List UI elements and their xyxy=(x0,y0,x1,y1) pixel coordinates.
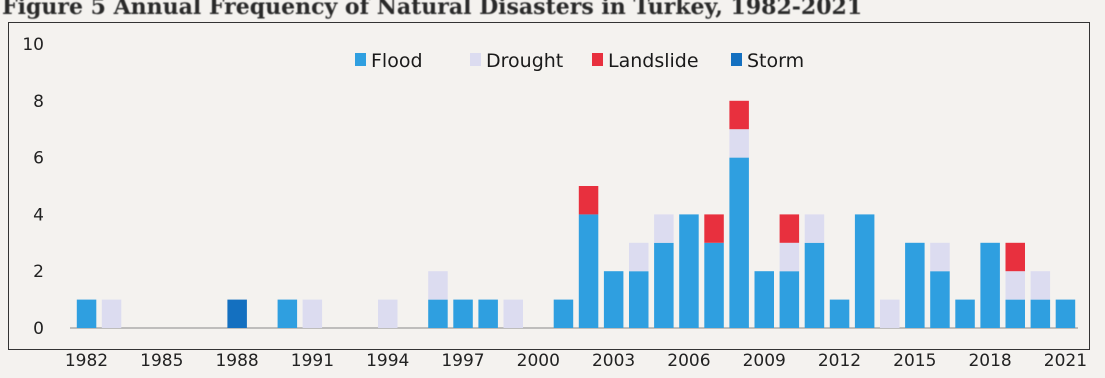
bar-segment-flood-2004 xyxy=(629,271,649,328)
bar-segment-landslide-2019 xyxy=(1005,242,1025,272)
bar-segment-flood-2013 xyxy=(854,214,875,328)
bar-segment-flood-2020 xyxy=(1030,299,1051,328)
bar-segment-flood-2009 xyxy=(754,271,774,328)
x-tick-label: 1991 xyxy=(291,351,334,371)
bar-segment-drought-1983 xyxy=(101,299,122,328)
x-tick-label: 2000 xyxy=(517,351,560,371)
bar-segment-drought-1999 xyxy=(503,299,523,328)
bar-segment-drought-1996 xyxy=(428,271,448,300)
bar-segment-flood-1998 xyxy=(478,299,498,328)
bar-segment-flood-2008 xyxy=(729,157,749,328)
bar-segment-landslide-2010 xyxy=(779,214,800,243)
x-tick-label: 1997 xyxy=(441,351,484,371)
bar-segment-flood-2001 xyxy=(553,299,574,328)
bar-segment-flood-2012 xyxy=(829,299,850,328)
bar-segment-flood-1982 xyxy=(76,299,97,328)
bar-segment-drought-2016 xyxy=(930,242,950,272)
y-tick-label: 6 xyxy=(33,149,44,169)
x-tick-label: 1994 xyxy=(366,351,409,371)
bar-segment-landslide-2007 xyxy=(704,214,724,243)
bar-segment-flood-1990 xyxy=(277,299,298,328)
bar-segment-drought-2008 xyxy=(729,129,749,158)
bar-segment-landslide-2008 xyxy=(729,100,749,130)
bar-segment-flood-2017 xyxy=(955,299,975,328)
bar-segment-flood-2019 xyxy=(1005,299,1025,328)
bar-segment-storm-1988 xyxy=(227,299,247,328)
bar-segment-flood-2010 xyxy=(779,271,800,328)
bar-segment-flood-1996 xyxy=(428,299,448,328)
bar-segment-drought-2020 xyxy=(1030,271,1051,300)
legend-swatch-drought xyxy=(470,53,481,66)
x-tick-label: 2012 xyxy=(818,351,861,371)
bar-segment-drought-2004 xyxy=(629,242,649,272)
legend-label-drought: Drought xyxy=(486,50,563,72)
y-tick-label: 0 xyxy=(33,319,44,339)
x-tick-label: 2015 xyxy=(893,351,936,371)
bar-segment-landslide-2002 xyxy=(578,186,599,215)
legend-label-storm: Storm xyxy=(747,50,804,72)
bar-segment-flood-2018 xyxy=(980,242,1000,328)
x-tick-label: 1988 xyxy=(215,351,258,371)
bar-segment-drought-2019 xyxy=(1005,271,1025,300)
x-tick-label: 2006 xyxy=(667,351,710,371)
x-tick-label: 2021 xyxy=(1044,351,1087,371)
figure-caption: Figure 5 Annual Frequency of Natural Dis… xyxy=(2,0,863,20)
bar-segment-flood-2006 xyxy=(679,214,699,328)
legend-label-flood: Flood xyxy=(371,50,423,72)
bar-segment-flood-2002 xyxy=(578,214,599,328)
y-tick-label: 2 xyxy=(33,262,44,282)
bar-segment-drought-2011 xyxy=(804,214,825,243)
bar-segment-flood-1997 xyxy=(453,299,473,328)
legend-label-landslide: Landslide xyxy=(608,50,699,72)
x-tick-label: 2018 xyxy=(968,351,1011,371)
legend-swatch-landslide xyxy=(592,53,603,66)
x-tick-label: 1985 xyxy=(140,351,183,371)
y-tick-label: 10 xyxy=(22,35,44,55)
bar-segment-flood-2021 xyxy=(1055,299,1076,328)
x-tick-label: 2003 xyxy=(592,351,635,371)
bar-segment-drought-1991 xyxy=(302,299,323,328)
bar-segment-flood-2007 xyxy=(704,242,724,328)
y-tick-label: 8 xyxy=(33,92,44,112)
x-tick-label: 2009 xyxy=(743,351,786,371)
bar-segment-flood-2003 xyxy=(603,271,624,328)
bar-segment-drought-2010 xyxy=(779,242,800,272)
x-tick-label: 1982 xyxy=(65,351,108,371)
bar-segment-drought-1994 xyxy=(378,299,398,328)
bar-segment-flood-2005 xyxy=(654,242,674,328)
legend-swatch-storm xyxy=(731,53,742,66)
legend-swatch-flood xyxy=(355,53,366,66)
y-tick-label: 4 xyxy=(33,205,44,225)
bar-segment-flood-2015 xyxy=(905,242,925,328)
chart-frame xyxy=(8,22,1090,350)
bar-segment-flood-2016 xyxy=(930,271,950,328)
bar-segment-flood-2011 xyxy=(804,242,825,328)
bar-segment-drought-2014 xyxy=(880,299,900,328)
bar-segment-drought-2005 xyxy=(654,214,674,243)
